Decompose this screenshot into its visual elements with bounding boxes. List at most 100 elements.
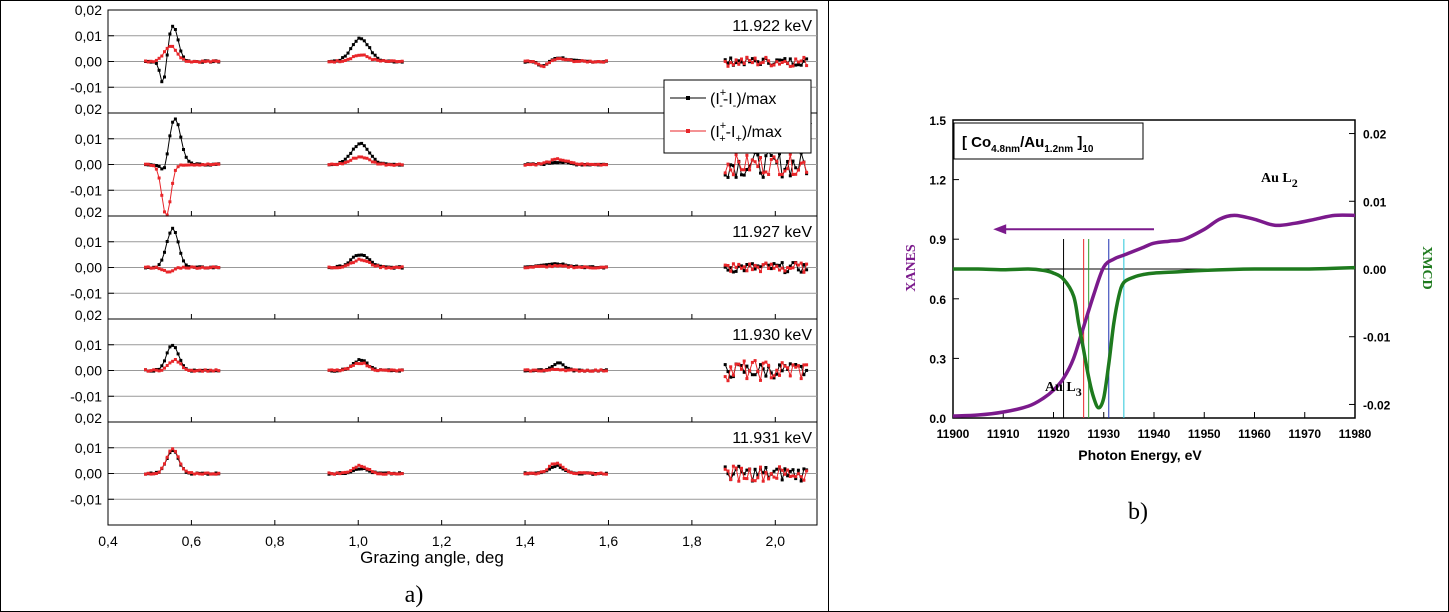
series-2-point xyxy=(330,368,334,372)
series-2-point xyxy=(357,463,361,467)
series-1-point xyxy=(160,258,164,262)
series-2-point xyxy=(588,266,592,270)
series-2-point xyxy=(389,266,393,270)
series-2-point xyxy=(330,472,334,476)
series-2-point xyxy=(365,364,369,368)
series-1-point xyxy=(726,370,730,374)
series-2-point xyxy=(594,368,597,372)
series-2-point xyxy=(775,264,779,268)
series-2-point xyxy=(759,465,762,469)
series-2-point xyxy=(769,262,773,266)
energy-label: 11.930 keV xyxy=(732,327,812,344)
series-1-point xyxy=(165,351,169,355)
series-2-point xyxy=(740,168,743,172)
series-1-point xyxy=(173,28,177,31)
series-2-point xyxy=(400,472,404,476)
series-2-point xyxy=(572,368,576,372)
series-2-point xyxy=(217,59,221,63)
series-2-point xyxy=(602,265,606,269)
series-2-point xyxy=(556,57,560,61)
series-2-point xyxy=(381,162,385,166)
series-2-point xyxy=(214,265,218,269)
series-2-point xyxy=(596,60,600,63)
series-2-point xyxy=(750,158,754,162)
svg-text:(I++-I+)/max: (I+ +-I+)/max xyxy=(710,120,782,145)
series-1-point xyxy=(753,467,757,471)
series-2-point xyxy=(152,368,156,372)
series-2-point xyxy=(526,163,530,166)
series-1-point xyxy=(788,174,792,178)
subplot-3: -0,01 0,00 0,01 0,02 11.927 keV xyxy=(70,204,818,320)
series-2-point xyxy=(529,60,532,64)
series-2-point xyxy=(360,258,364,262)
series-2-point xyxy=(187,59,191,63)
series-2-point xyxy=(572,60,576,64)
series-1-point xyxy=(786,270,790,274)
series-2-point xyxy=(357,155,361,159)
series-2-point xyxy=(542,368,546,372)
series-2-point xyxy=(373,471,377,475)
series-2-point xyxy=(794,172,798,176)
series-1-point xyxy=(796,268,800,272)
series-1-point xyxy=(360,358,364,362)
series-2-point xyxy=(748,369,752,373)
series-1-point xyxy=(173,117,177,121)
series-1-point xyxy=(775,372,779,376)
series-1-point xyxy=(742,269,746,273)
series-2-point xyxy=(778,268,781,272)
series-2-point xyxy=(182,57,185,61)
series-2-point xyxy=(376,369,380,372)
series-1-point xyxy=(184,155,188,159)
series-2-point xyxy=(365,55,369,59)
series-1-point xyxy=(360,37,364,41)
series-2-point xyxy=(542,65,546,69)
series-1-point xyxy=(165,152,169,156)
series-2-point xyxy=(726,379,730,383)
series-1-point xyxy=(179,135,183,139)
series-1-point xyxy=(753,267,757,271)
series-2-point xyxy=(346,367,350,371)
series-1-point xyxy=(354,145,358,149)
series-2-point xyxy=(373,264,377,268)
series-2-point xyxy=(550,158,554,162)
series-2-point xyxy=(783,269,787,273)
series-2-point xyxy=(370,470,374,474)
series-2-point xyxy=(788,152,792,156)
series-2-point xyxy=(365,156,369,160)
series-2-point xyxy=(203,163,207,167)
series-2-point xyxy=(737,62,741,66)
series-2-point xyxy=(737,479,741,483)
series-2-point xyxy=(764,55,768,59)
series-2-point xyxy=(209,60,213,64)
x-tick-label: 11930 xyxy=(1087,427,1120,441)
series-2-point xyxy=(767,363,771,367)
series-2-point xyxy=(184,163,188,167)
series-1-point xyxy=(558,361,562,365)
y-tick-label: 0,02 xyxy=(75,410,102,426)
series-2-point xyxy=(379,472,382,476)
series-1-point xyxy=(368,469,372,473)
series-2-point xyxy=(346,160,350,164)
y-tick-label: 0,01 xyxy=(75,337,102,353)
series-2-point xyxy=(176,455,180,459)
series-2-point xyxy=(389,59,393,63)
series-2-point xyxy=(786,468,790,472)
series-2-point xyxy=(144,59,147,63)
series-2-point xyxy=(788,64,792,68)
series-1-point xyxy=(365,361,369,365)
series-2-point xyxy=(564,369,568,373)
series-1-point xyxy=(780,58,784,62)
series-2-point xyxy=(184,469,188,473)
series-2-point xyxy=(591,162,595,166)
y-tick-label: 0,02 xyxy=(75,307,102,323)
series-2-point xyxy=(346,57,350,61)
series-2-point xyxy=(783,364,787,368)
x-tick-label: 11910 xyxy=(987,427,1020,441)
series-2-point xyxy=(775,159,779,163)
series-2-point xyxy=(726,469,730,473)
series-2-point xyxy=(550,59,554,63)
series-1-point xyxy=(780,478,784,482)
y-tick-label: -0,01 xyxy=(70,388,102,404)
series-2-point xyxy=(184,266,188,270)
x-tick-label: 1,6 xyxy=(599,533,619,549)
